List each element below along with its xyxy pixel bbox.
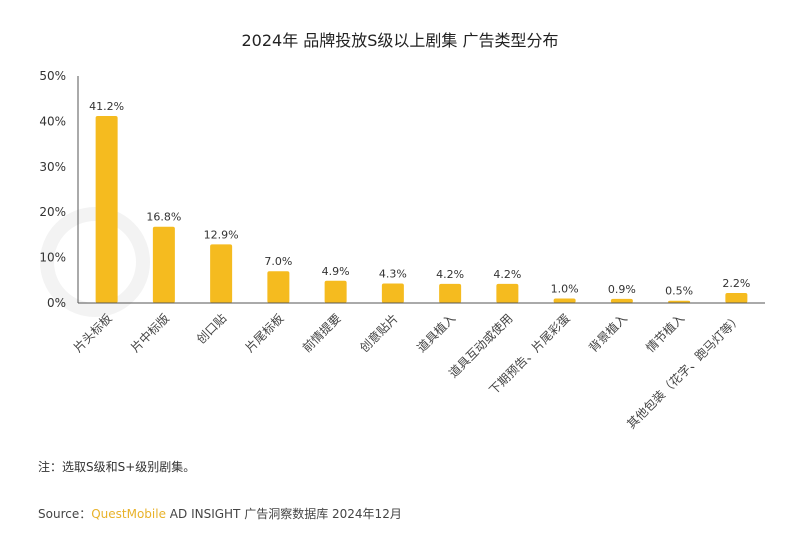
x-tick-label: 创口贴 [194, 311, 229, 346]
data-label: 2.2% [722, 277, 750, 290]
bar [553, 298, 576, 303]
x-tick-label: 创意贴片 [356, 311, 401, 356]
bar [152, 226, 175, 303]
x-tick-label: 前情提要 [299, 311, 344, 356]
bar [496, 283, 519, 303]
source-rest: AD INSIGHT 广告洞察数据库 2024年12月 [165, 507, 402, 521]
watermark-logo [40, 207, 150, 317]
bar [267, 271, 290, 303]
data-label: 41.2% [89, 100, 124, 113]
x-tick-label: 道具植入 [414, 311, 459, 356]
y-tick-label: 20% [39, 205, 66, 219]
bar [210, 244, 233, 303]
data-label: 4.3% [379, 267, 407, 280]
x-tick-label: 片中标版 [127, 311, 172, 356]
data-label: 4.2% [493, 268, 521, 281]
source-brand: QuestMobile [91, 507, 166, 521]
bar [668, 300, 691, 303]
bar [324, 280, 347, 303]
bar [725, 293, 748, 303]
x-tick-label: 背景植入 [585, 311, 630, 356]
data-label: 1.0% [551, 282, 579, 295]
y-tick-label: 0% [47, 296, 66, 310]
data-label: 4.9% [322, 265, 350, 278]
data-label: 16.8% [146, 211, 181, 224]
x-tick-label: 片尾标板 [243, 311, 287, 355]
data-label: 7.0% [264, 255, 292, 268]
x-tick-label: 情节植入 [643, 311, 688, 356]
data-label: 0.9% [608, 283, 636, 296]
bar [610, 298, 633, 303]
data-label: 4.2% [436, 268, 464, 281]
source-prefix: Source： [38, 507, 92, 521]
y-tick-label: 50% [39, 69, 66, 83]
source-line: Source：QuestMobile AD INSIGHT 广告洞察数据库 20… [38, 505, 402, 522]
bar [381, 283, 404, 303]
bar [439, 283, 462, 303]
y-tick-label: 10% [39, 251, 66, 265]
data-label: 0.5% [665, 285, 693, 298]
y-tick-label: 40% [39, 114, 66, 128]
footnote: 注：选取S级和S+级别剧集。 [38, 460, 196, 474]
x-tick-label: 其他包装（花字、跑马灯等） [624, 311, 745, 432]
x-tick-label: 片头标板 [71, 311, 115, 355]
bar [95, 115, 118, 304]
y-tick-label: 30% [39, 160, 66, 174]
data-label: 12.9% [204, 228, 239, 241]
chart-title: 2024年 品牌投放S级以上剧集 广告类型分布 [241, 31, 558, 50]
